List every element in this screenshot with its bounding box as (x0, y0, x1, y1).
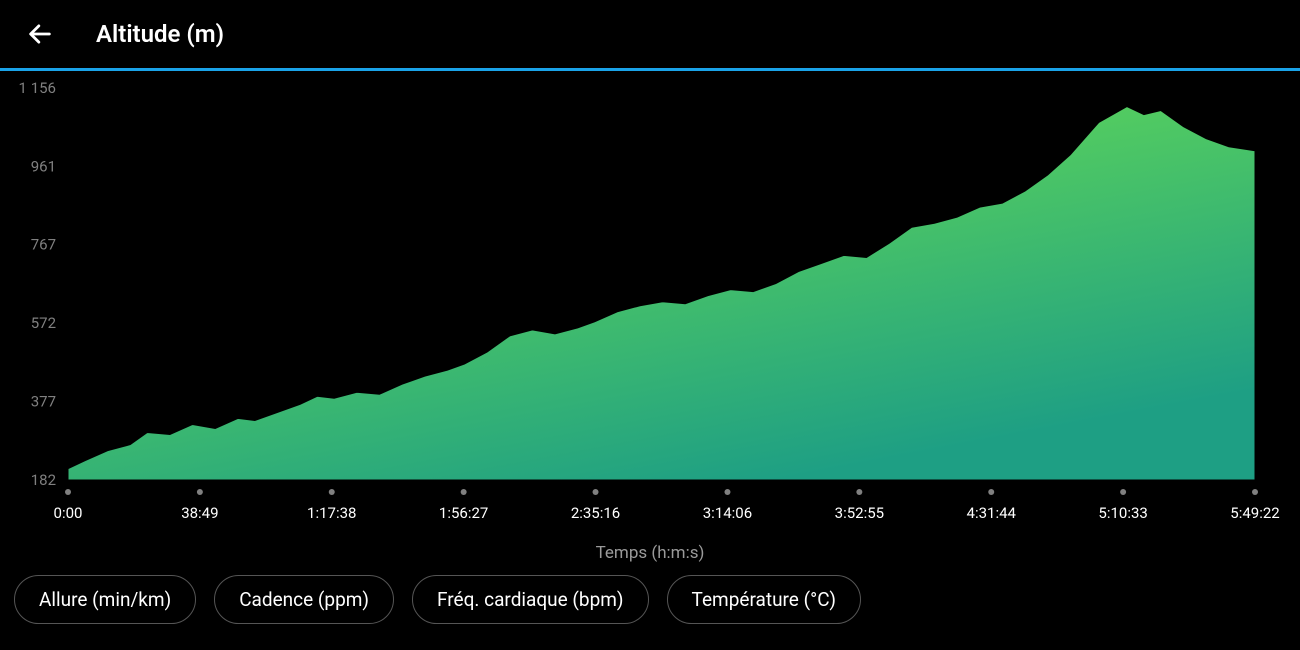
altitude-chart: 182 377 572 767 961 1 156 0:00 38:49 1:17:38 1:56… (0, 71, 1300, 543)
metric-pill-heartrate[interactable]: Fréq. cardiaque (bpm) (412, 575, 649, 624)
svg-text:3:14:06: 3:14:06 (703, 504, 752, 522)
back-arrow-icon[interactable] (24, 18, 56, 50)
svg-text:182: 182 (31, 471, 56, 489)
header: Altitude (m) (0, 0, 1300, 68)
metric-pill-cadence[interactable]: Cadence (ppm) (214, 575, 394, 624)
svg-text:961: 961 (31, 157, 56, 175)
metric-pill-pace[interactable]: Allure (min/km) (14, 575, 196, 624)
svg-text:767: 767 (31, 236, 56, 254)
x-axis-label: Temps (h:m:s) (0, 543, 1300, 563)
svg-text:572: 572 (31, 314, 56, 332)
svg-text:5:49:22: 5:49:22 (1230, 504, 1279, 522)
chart-svg: 182 377 572 767 961 1 156 0:00 38:49 1:17:38 1:56… (0, 71, 1300, 543)
svg-text:0:00: 0:00 (54, 504, 83, 522)
svg-text:3:52:55: 3:52:55 (835, 504, 884, 522)
svg-text:5:10:33: 5:10:33 (1098, 504, 1147, 522)
svg-text:4:31:44: 4:31:44 (967, 504, 1017, 522)
svg-text:1 156: 1 156 (19, 79, 56, 97)
page-title: Altitude (m) (96, 20, 224, 48)
metric-pill-temperature[interactable]: Température (°C) (667, 575, 861, 624)
metric-selector-row: Allure (min/km) Cadence (ppm) Fréq. card… (0, 563, 1300, 624)
svg-text:377: 377 (31, 393, 56, 411)
svg-text:1:56:27: 1:56:27 (439, 504, 488, 522)
svg-text:2:35:16: 2:35:16 (571, 504, 620, 522)
svg-text:38:49: 38:49 (181, 504, 218, 522)
svg-text:1:17:38: 1:17:38 (307, 504, 356, 522)
